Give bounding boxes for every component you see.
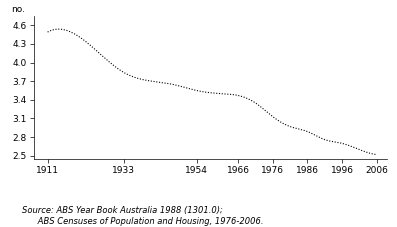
Text: no.: no. bbox=[11, 5, 25, 15]
Text: Source: ABS Year Book Australia 1988 (1301.0);
      ABS Censuses of Population : Source: ABS Year Book Australia 1988 (13… bbox=[22, 207, 263, 226]
